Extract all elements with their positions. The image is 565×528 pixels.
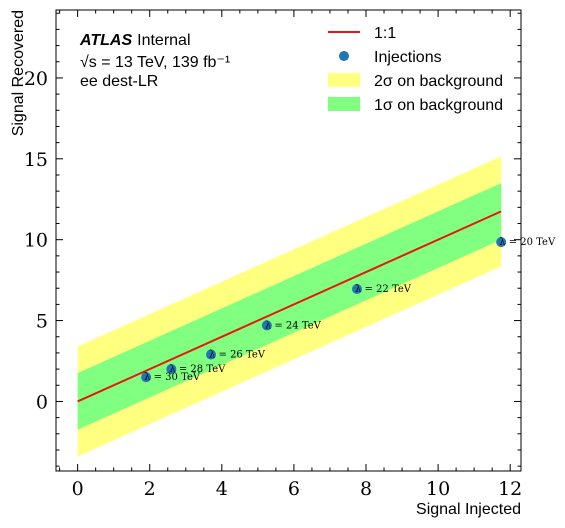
tick-labels: 0 2 4 6 8 10 12 0 5 10 15 20 xyxy=(24,68,522,500)
y-tick-label: 15 xyxy=(24,149,48,171)
legend-swatch-band xyxy=(328,73,360,87)
y-tick-label: 20 xyxy=(24,68,48,90)
y-axis-label: Signal Recovered xyxy=(10,10,27,136)
series-lines xyxy=(77,210,502,403)
injection-point xyxy=(261,320,272,331)
legend: 1:1 Injections 2σ on background 1σ on backg… xyxy=(328,25,503,114)
plot-frame xyxy=(55,9,522,472)
atlas-title: ATLAS Internal xyxy=(79,32,191,49)
injection-point xyxy=(351,284,362,295)
y-tick-label: 5 xyxy=(36,311,48,333)
injection-label: λ = 26 TeV xyxy=(209,350,266,361)
legend-label: 1:1 xyxy=(374,25,396,42)
atlas-label-block: ATLAS Internal √s = 13 TeV, 139 fb⁻¹ ee d… xyxy=(79,32,230,90)
legend-label: 2σ on background xyxy=(374,73,503,90)
injection-points xyxy=(141,237,507,383)
atlas-channel: ee dest-LR xyxy=(80,73,158,90)
injection-point xyxy=(141,372,152,383)
x-tick-label: 4 xyxy=(216,478,228,500)
y-tick-label: 10 xyxy=(24,230,48,252)
injection-label: λ = 22 TeV xyxy=(355,284,412,295)
injection-label: λ = 24 TeV xyxy=(265,320,322,331)
x-tick-label: 0 xyxy=(72,478,84,500)
legend-swatch-band xyxy=(328,97,360,111)
atlas-energy-line: √s = 13 TeV, 139 fb⁻¹ xyxy=(80,54,230,71)
one-to-one-line xyxy=(77,210,502,403)
x-tick-label: 8 xyxy=(360,478,372,500)
injection-label: λ = 30 TeV xyxy=(144,372,201,383)
atlas-status: Internal xyxy=(137,32,190,49)
legend-swatch-marker xyxy=(339,51,349,61)
x-axis-label: Signal Injected xyxy=(416,501,521,518)
injection-label: λ = 20 TeV xyxy=(499,237,556,248)
legend-label: 1σ on background xyxy=(374,97,503,114)
x-tick-label: 10 xyxy=(426,478,450,500)
injection-label: λ = 28 TeV xyxy=(169,364,226,375)
injection-point xyxy=(206,349,216,360)
axis-ticks xyxy=(56,10,521,471)
x-tick-label: 6 xyxy=(288,478,300,500)
atlas-brand: ATLAS xyxy=(79,32,132,49)
x-tick-label: 12 xyxy=(498,478,522,500)
legend-label: Injections xyxy=(374,49,442,66)
injection-point xyxy=(496,237,507,248)
y-tick-label: 0 xyxy=(36,391,48,413)
x-tick-label: 2 xyxy=(144,478,156,500)
injection-point xyxy=(166,364,177,375)
